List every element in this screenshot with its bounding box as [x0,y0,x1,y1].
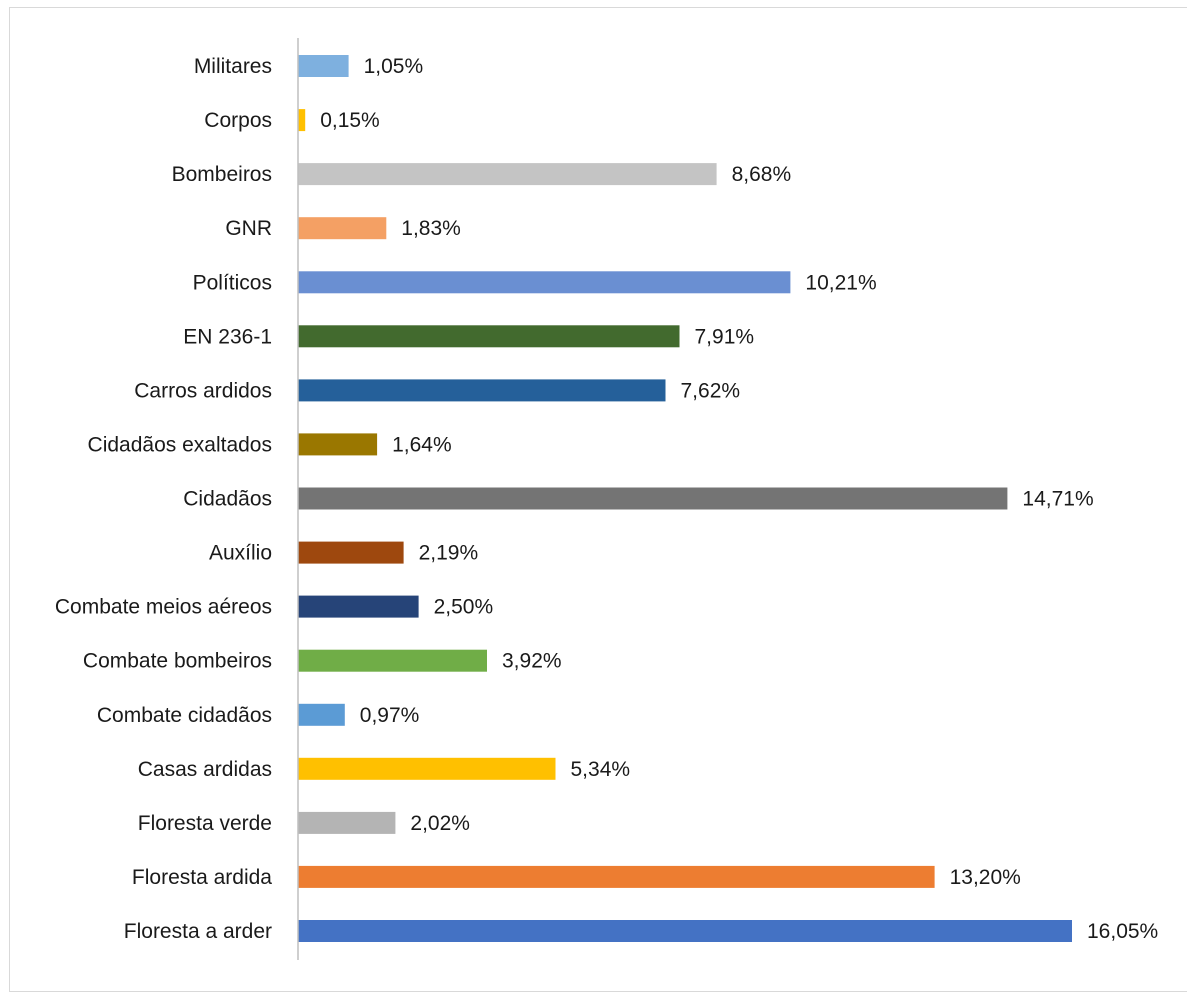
category-label-casas-ardidas: Casas ardidas [138,758,272,781]
bar-floresta-a-arder [298,920,1072,942]
value-label-floresta-a-arder: 16,05% [1087,920,1158,943]
category-label-bombeiros: Bombeiros [172,163,272,186]
category-label-en-236-1: EN 236-1 [183,325,272,348]
value-label-corpos: 0,15% [320,109,380,132]
bar-combate-cidadaos [298,703,345,726]
bar-cidadaos [298,487,1008,510]
category-label-combate-cidadaos: Combate cidadãos [97,704,272,727]
category-label-carros-ardidos: Carros ardidos [134,379,272,402]
value-label-cidadaos-exaltados: 1,64% [392,433,452,456]
value-labels: 1,05% 0,15% 8,68% 1,83% 10,21% 7,91% 7,62% 1,64… [320,55,1158,943]
value-label-politicos: 10,21% [805,271,876,294]
category-label-cidadaos-exaltados: Cidadãos exaltados [88,433,272,456]
category-label-floresta-ardida: Floresta ardida [132,866,272,889]
category-label-gnr: GNR [225,217,272,240]
category-labels: Militares Corpos Bombeiros GNR Políticos EN 2… [55,55,272,943]
value-label-gnr: 1,83% [401,217,461,240]
bar-combate-meios-aereos [298,595,419,618]
bar-combate-bombeiros [298,649,487,672]
category-label-combate-meios-aereos: Combate meios aéreos [55,596,272,619]
category-label-floresta-verde: Floresta verde [138,812,272,835]
value-label-en-236-1: 7,91% [695,325,755,348]
value-label-carros-ardidos: 7,62% [681,379,741,402]
value-label-auxilio: 2,19% [419,542,479,565]
category-label-combate-bombeiros: Combate bombeiros [83,650,272,673]
bar-cidadaos-exaltados [298,433,378,456]
category-label-politicos: Políticos [193,271,272,294]
bar-carros-ardidos [298,379,666,402]
bar-en-236-1 [298,325,680,348]
bars-group [298,55,1072,942]
category-label-floresta-a-arder: Floresta a arder [124,920,272,943]
bar-bombeiros [298,163,717,186]
value-label-floresta-verde: 2,02% [410,812,470,835]
value-label-floresta-ardida: 13,20% [950,866,1021,889]
category-label-militares: Militares [194,55,272,78]
value-label-cidadaos: 14,71% [1022,488,1093,511]
bar-auxilio [298,541,404,564]
value-label-combate-bombeiros: 3,92% [502,650,562,673]
bar-gnr [298,217,387,240]
bar-corpos [298,109,306,132]
bar-floresta-verde [298,811,396,834]
value-label-bombeiros: 8,68% [732,163,792,186]
category-label-corpos: Corpos [204,109,272,132]
bar-floresta-ardida [298,865,935,888]
value-label-casas-ardidas: 5,34% [571,758,631,781]
value-label-militares: 1,05% [364,55,424,78]
value-label-combate-cidadaos: 0,97% [360,704,420,727]
category-label-cidadaos: Cidadãos [183,488,272,511]
bar-casas-ardidas [298,757,556,780]
bar-militares [298,55,349,77]
value-label-combate-meios-aereos: 2,50% [434,596,494,619]
bar-politicos [298,271,791,294]
category-label-auxilio: Auxílio [209,542,272,565]
